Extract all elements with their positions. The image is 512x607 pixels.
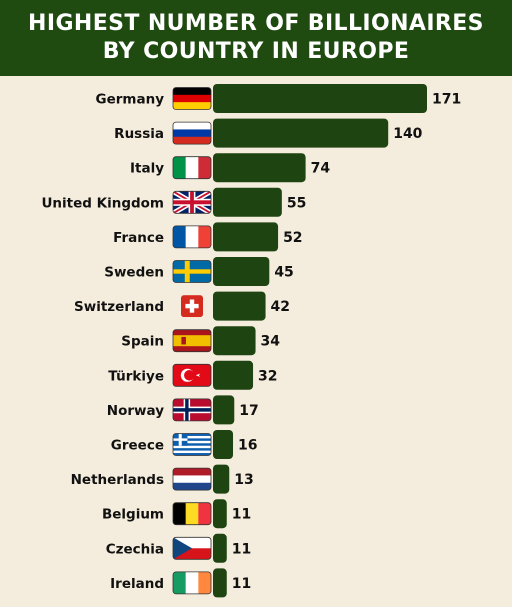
value-label: 16: [238, 438, 257, 454]
bar-row: Czechia 11: [106, 533, 251, 563]
russia-flag-icon: [172, 121, 212, 145]
bar: [213, 257, 270, 286]
category-label: Netherlands: [71, 472, 164, 488]
value-label: 11: [232, 507, 251, 523]
value-label: 140: [393, 126, 422, 142]
bar-row: Ireland 11: [110, 568, 251, 598]
value-label: 74: [311, 161, 331, 177]
bar: [213, 326, 256, 356]
belgium-flag-icon: [172, 502, 212, 526]
spain-flag-icon: [172, 329, 212, 353]
value-label: 11: [232, 576, 251, 592]
ireland-flag-icon: [172, 571, 212, 595]
category-label: Czechia: [106, 541, 164, 557]
value-label: 42: [271, 299, 290, 315]
category-label: Ireland: [110, 576, 164, 592]
category-label: Italy: [130, 161, 164, 177]
bar-row: Belgium 11: [102, 499, 251, 529]
italy-flag-icon: [172, 156, 212, 180]
bar-row: United Kingdom 55: [41, 187, 306, 217]
bar-row: Türkiye 32: [108, 360, 278, 390]
bar-row: Greece 16: [111, 430, 258, 459]
greece-flag-icon: [172, 433, 212, 456]
bar-row: Russia 140: [114, 118, 423, 148]
value-label: 55: [287, 195, 306, 211]
bar: [213, 222, 279, 252]
norway-flag-icon: [172, 398, 212, 422]
bar: [213, 187, 282, 217]
bar-row: France 52: [113, 222, 303, 252]
value-label: 171: [432, 92, 461, 108]
bar-row: Norway 17: [107, 395, 259, 425]
category-label: Germany: [96, 92, 165, 108]
bar-row: Italy 74: [130, 153, 331, 183]
bar-row: Sweden 45: [104, 257, 294, 286]
value-label: 11: [232, 541, 251, 557]
category-label: Belgium: [102, 507, 164, 523]
category-label: Türkiye: [108, 368, 164, 384]
value-label: 45: [274, 265, 293, 281]
category-label: Greece: [111, 438, 164, 454]
bar: [213, 533, 227, 563]
value-label: 34: [261, 334, 281, 350]
bar: [213, 430, 234, 459]
bar-row: Netherlands 13: [71, 464, 254, 494]
bar: [213, 395, 235, 425]
value-label: 17: [239, 403, 258, 419]
turkiye-flag-icon: [172, 363, 212, 387]
sweden-flag-icon: [172, 260, 212, 283]
netherlands-flag-icon: [172, 467, 212, 491]
bar: [213, 118, 389, 148]
value-label: 52: [283, 230, 302, 246]
chart-title-line-1: HIGHEST NUMBER OF BILLIONAIRES: [28, 11, 484, 36]
chart-title-line-2: BY COUNTRY IN EUROPE: [102, 39, 410, 64]
bar: [213, 360, 254, 390]
category-label: Sweden: [104, 265, 164, 281]
bar: [213, 464, 230, 494]
bar: [213, 568, 227, 598]
bar-row: Spain 34: [121, 326, 281, 356]
category-label: Norway: [107, 403, 164, 419]
bar: [213, 84, 427, 113]
bar-row: Germany 171: [96, 84, 461, 113]
category-label: Switzerland: [74, 299, 164, 315]
category-label: France: [113, 230, 164, 246]
uk-flag-icon: [172, 190, 212, 214]
bar: [213, 291, 266, 321]
category-label: Spain: [121, 334, 164, 350]
france-flag-icon: [172, 225, 212, 249]
czechia-flag-icon: [172, 536, 212, 560]
category-label: Russia: [114, 126, 164, 142]
category-label: United Kingdom: [41, 195, 164, 211]
bar: [213, 499, 227, 529]
value-label: 13: [234, 472, 253, 488]
bar-row: Switzerland 42: [74, 291, 290, 321]
chart-header: HIGHEST NUMBER OF BILLIONAIRES BY COUNTR…: [0, 0, 512, 76]
bar: [213, 153, 306, 183]
value-label: 32: [258, 368, 277, 384]
switzerland-flag-icon: [173, 295, 211, 318]
germany-flag-icon: [172, 87, 212, 110]
